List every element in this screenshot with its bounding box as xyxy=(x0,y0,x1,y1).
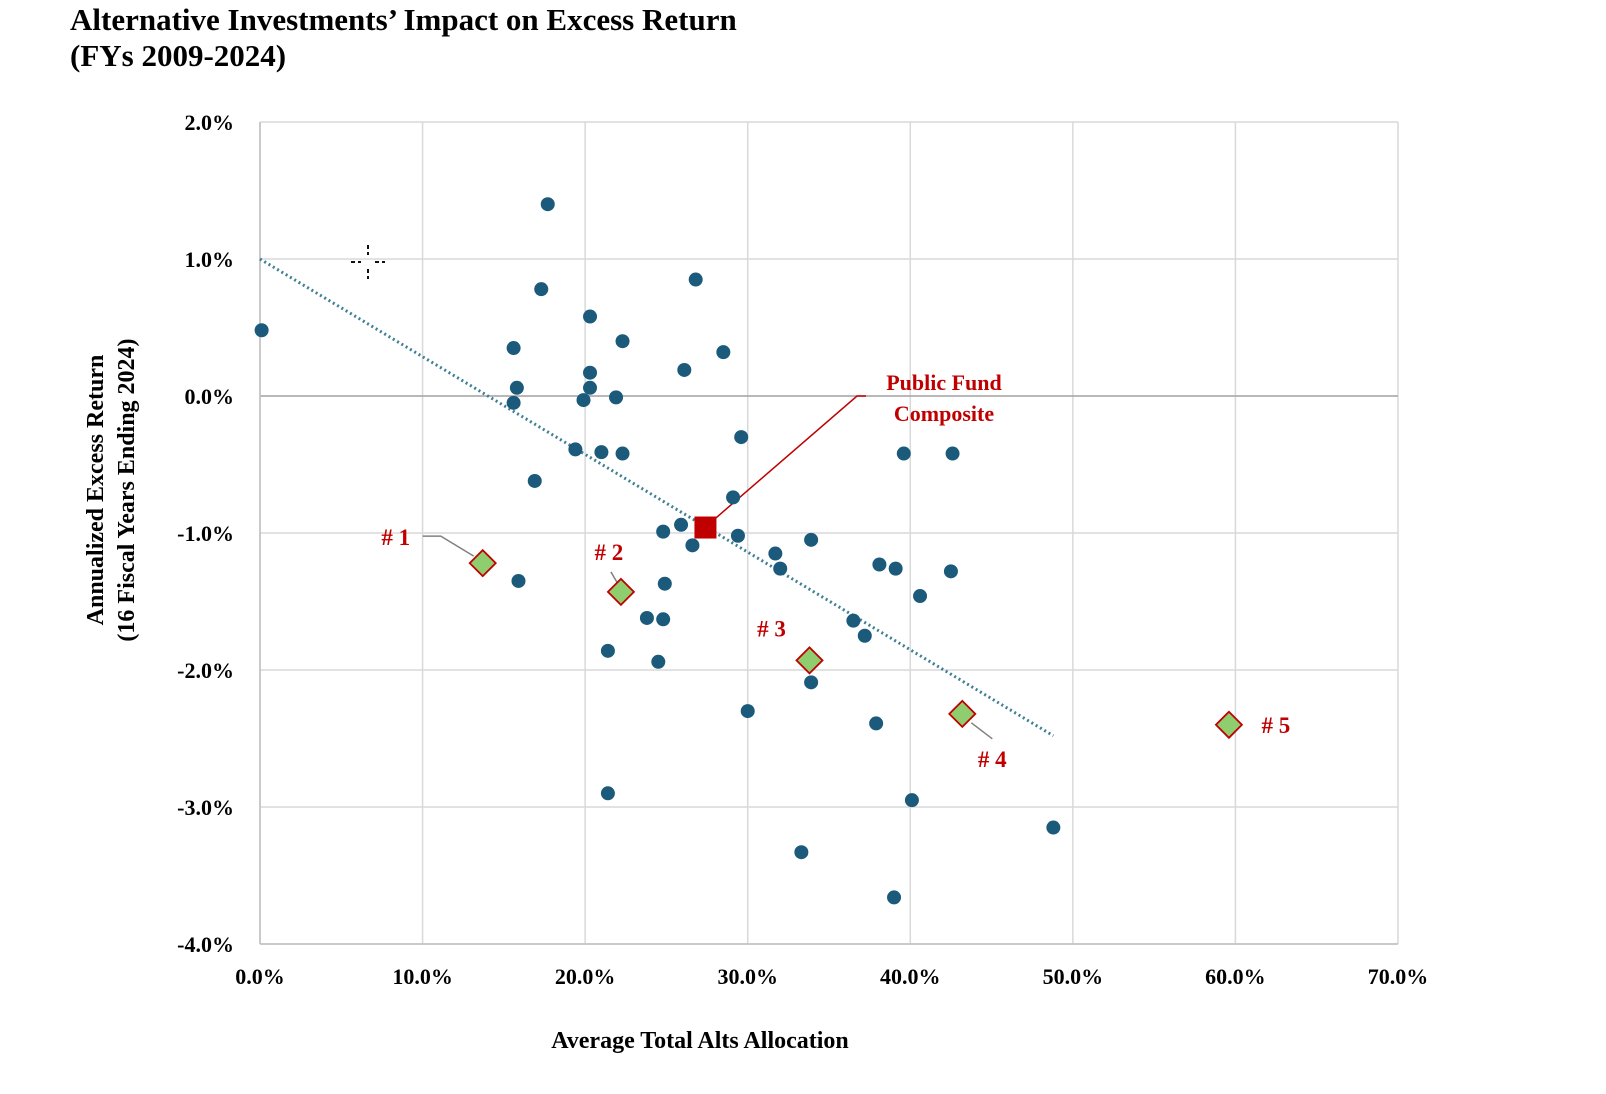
fund-point xyxy=(600,643,615,658)
fund-point xyxy=(869,716,884,731)
fund-point xyxy=(846,613,861,628)
x-tick-label: 40.0% xyxy=(880,964,941,989)
fund-point xyxy=(568,442,583,457)
highlight-fund-point xyxy=(606,577,636,607)
fund-point xyxy=(534,282,549,297)
highlight-fund-point xyxy=(1214,710,1244,740)
y-tick-label: -2.0% xyxy=(177,658,234,683)
x-tick-label: 10.0% xyxy=(392,964,453,989)
fund-point xyxy=(540,197,555,212)
fund-point xyxy=(726,490,741,505)
fund-point xyxy=(896,446,911,461)
fund-point xyxy=(583,365,598,380)
fund-point xyxy=(583,309,598,324)
fund-point xyxy=(656,612,671,627)
fund-point xyxy=(609,390,624,405)
fund-point xyxy=(657,576,672,591)
highlight-fund-label: # 4 xyxy=(978,747,1007,772)
fund-point xyxy=(904,793,919,808)
fund-point xyxy=(615,446,630,461)
fund-point xyxy=(615,334,630,349)
x-tick-label: 20.0% xyxy=(555,964,616,989)
fund-point xyxy=(685,538,700,553)
chart-title: Alternative Investments’ Impact on Exces… xyxy=(70,2,737,37)
fund-point xyxy=(943,564,958,579)
fund-point xyxy=(600,786,615,801)
fund-point xyxy=(639,610,654,625)
fund-point xyxy=(945,446,960,461)
fund-point xyxy=(887,890,902,905)
fund-point xyxy=(254,323,269,338)
highlight-leader-line xyxy=(422,535,475,557)
fund-point xyxy=(509,380,524,395)
x-tick-label: 0.0% xyxy=(235,964,285,989)
fund-point xyxy=(913,589,928,604)
fund-point xyxy=(674,517,689,532)
x-tick-label: 70.0% xyxy=(1368,964,1429,989)
fund-point xyxy=(594,445,609,460)
highlight-fund-label: # 2 xyxy=(595,540,624,565)
highlight-fund-point xyxy=(948,699,977,729)
composite-callout-line2: Composite xyxy=(894,401,994,426)
composite-leader-line xyxy=(708,395,866,525)
highlight-fund-point xyxy=(468,548,497,578)
trendline xyxy=(259,257,1055,738)
grid-lines xyxy=(259,121,1399,945)
y-axis-title-line2: (16 Fiscal Years Ending 2024) xyxy=(114,338,140,641)
composite-callout-line1: Public Fund xyxy=(886,370,1002,395)
x-tick-label: 60.0% xyxy=(1205,964,1266,989)
fund-point xyxy=(794,845,809,860)
fund-point xyxy=(716,345,731,360)
fund-point xyxy=(506,341,521,356)
fund-point xyxy=(872,557,887,572)
fund-point xyxy=(506,395,521,410)
y-tick-label: -3.0% xyxy=(177,795,234,820)
fund-point xyxy=(768,546,783,561)
fund-point xyxy=(740,704,755,719)
y-tick-label: 1.0% xyxy=(185,247,235,272)
fund-point xyxy=(734,430,749,445)
fund-point xyxy=(804,532,819,547)
composite-point xyxy=(694,516,717,539)
fund-point xyxy=(1046,820,1061,835)
fund-point xyxy=(583,380,598,395)
y-tick-label: 2.0% xyxy=(185,110,235,135)
tick-labels: 0.0% 10.0% 20.0% 30.0% 40.0% 50.0% 60.0% 70.0% -… xyxy=(177,110,1428,989)
fund-point xyxy=(804,675,819,690)
x-tick-label: 30.0% xyxy=(717,964,778,989)
y-tick-label: 0.0% xyxy=(185,384,235,409)
chart-title-block: Alternative Investments’ Impact on Exces… xyxy=(70,2,737,74)
fund-point xyxy=(888,561,903,576)
fund-point xyxy=(730,528,745,543)
y-tick-label: -4.0% xyxy=(177,932,234,957)
fund-point xyxy=(576,393,591,408)
highlight-fund-label: # 1 xyxy=(381,525,410,550)
fund-point xyxy=(656,524,671,539)
x-tick-label: 50.0% xyxy=(1043,964,1104,989)
chart-subtitle: (FYs 2009-2024) xyxy=(70,38,287,73)
highlight-fund-point xyxy=(795,646,824,675)
highlight-leader-line xyxy=(970,722,993,740)
fund-point xyxy=(527,473,542,488)
point-labels: # 1 # 2 # 3 # 4 # 5 xyxy=(381,525,1290,772)
fund-point xyxy=(677,362,692,377)
highlight-fund-label: # 3 xyxy=(757,616,786,641)
fund-point xyxy=(651,654,666,669)
trendline-path xyxy=(259,257,1055,738)
y-axis-title-line1: Annualized Excess Return xyxy=(83,355,109,626)
cursor-crosshair-icon xyxy=(351,245,385,279)
data-points xyxy=(254,197,1244,905)
fund-point xyxy=(511,573,526,588)
fund-point xyxy=(773,561,788,576)
fund-point xyxy=(857,628,872,643)
fund-point xyxy=(688,272,703,287)
y-tick-label: -1.0% xyxy=(177,521,234,546)
x-axis-title: Average Total Alts Allocation xyxy=(551,1028,849,1054)
highlight-fund-label: # 5 xyxy=(1262,713,1291,738)
